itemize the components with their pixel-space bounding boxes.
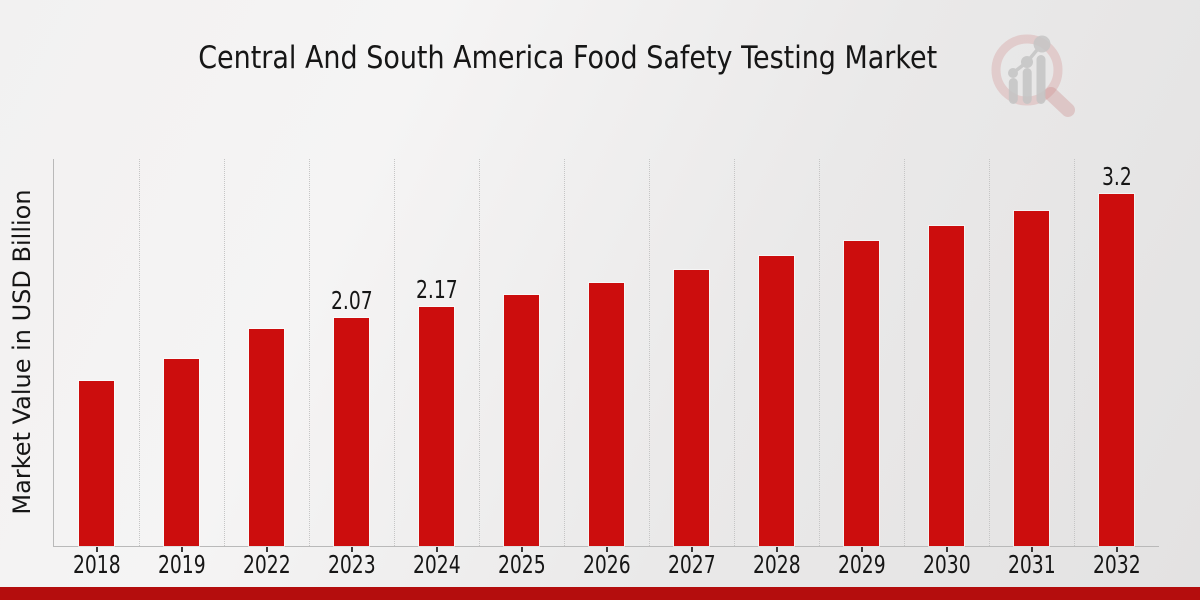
gridline — [139, 159, 140, 546]
bar-2030 — [929, 226, 964, 546]
bar-2026 — [589, 283, 624, 546]
x-axis-tick — [860, 547, 863, 552]
bar-2031 — [1014, 211, 1049, 546]
x-axis-tick — [520, 547, 523, 552]
gridline — [904, 159, 905, 546]
bar-2028 — [759, 256, 794, 546]
brand-logo — [991, 34, 1075, 117]
x-axis-label-2024: 2024 — [412, 550, 461, 579]
bar-2019 — [164, 359, 199, 546]
x-axis-label-2022: 2022 — [242, 550, 291, 579]
x-axis-label-2023: 2023 — [327, 550, 376, 579]
rising-bars-icon — [1008, 35, 1051, 104]
bar-value-label-2023: 2.07 — [330, 286, 373, 315]
gridline — [1074, 159, 1075, 546]
x-axis-tick — [1115, 547, 1118, 552]
bar-value-label-2024: 2.17 — [415, 275, 458, 304]
x-axis-tick — [265, 547, 268, 552]
footer-accent-strip — [0, 587, 1200, 600]
x-axis-tick — [95, 547, 98, 552]
page-title: Central And South America Food Safety Te… — [198, 40, 938, 76]
bar-2024 — [419, 307, 454, 546]
x-axis-tick — [690, 547, 693, 552]
bar-2027 — [674, 270, 709, 546]
x-axis-label-2018: 2018 — [72, 550, 121, 579]
x-axis-label-2028: 2028 — [752, 550, 801, 579]
gridline — [734, 159, 735, 546]
gridline — [649, 159, 650, 546]
x-axis-tick — [945, 547, 948, 552]
gridline — [224, 159, 225, 546]
bar-2018 — [79, 381, 114, 546]
x-axis-label-2019: 2019 — [157, 550, 206, 579]
gridline — [309, 159, 310, 546]
bar-value-label-2032: 3.2 — [1101, 162, 1132, 191]
bar-2032 — [1099, 194, 1134, 546]
x-axis-label-2031: 2031 — [1007, 550, 1056, 579]
y-axis-title: Market Value in USD Billion — [8, 189, 36, 515]
gridline — [394, 159, 395, 546]
bar-2029 — [844, 241, 879, 546]
x-axis-tick — [435, 547, 438, 552]
x-axis-tick — [1030, 547, 1033, 552]
x-axis-label-2026: 2026 — [582, 550, 631, 579]
title-row: Central And South America Food Safety Te… — [0, 40, 1136, 76]
gridline — [564, 159, 565, 546]
x-axis-label-2030: 2030 — [922, 550, 971, 579]
gridline — [819, 159, 820, 546]
x-axis-label-2029: 2029 — [837, 550, 886, 579]
magnifier-handle — [1044, 87, 1075, 117]
bar-2022 — [249, 329, 284, 546]
x-axis-label-2025: 2025 — [497, 550, 546, 579]
x-axis-label-2032: 2032 — [1092, 550, 1141, 579]
x-axis-tick — [605, 547, 608, 552]
bar-2025 — [504, 295, 539, 546]
x-axis-tick — [180, 547, 183, 552]
x-axis-tick — [775, 547, 778, 552]
gridline — [479, 159, 480, 546]
gridline — [989, 159, 990, 546]
bar-2023 — [334, 318, 369, 546]
x-axis-tick — [350, 547, 353, 552]
plot-area: 2018 2019 2022 2.07 2023 2.17 2024 2025 2026 2027… — [53, 159, 1159, 578]
x-axis-label-2027: 2027 — [667, 550, 716, 579]
magnifier-icon — [991, 34, 1075, 117]
